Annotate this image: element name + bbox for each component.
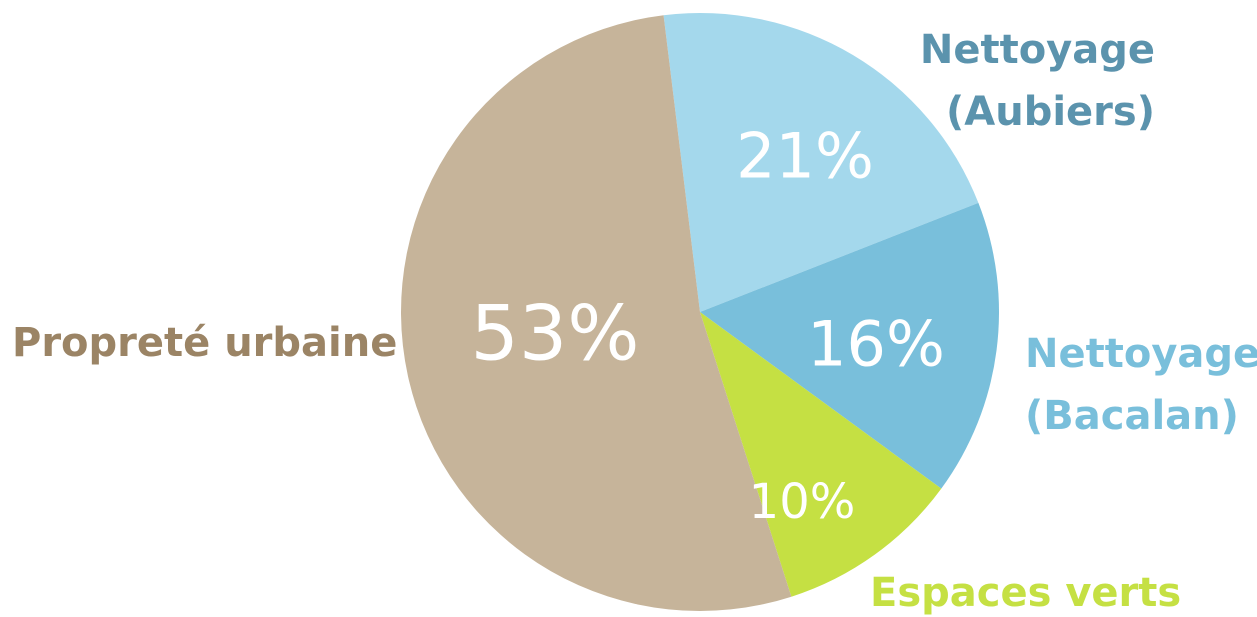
- slice-value-label-2: 10%: [749, 474, 856, 530]
- pie-slice-1: [700, 202, 1000, 489]
- slice-category-label-line: Espaces verts: [870, 570, 1181, 616]
- slice-value-label-0: 21%: [736, 120, 874, 193]
- pie-slice-3: [401, 15, 792, 612]
- slice-category-label-1: Nettoyage (Bacalan): [1025, 331, 1257, 439]
- slice-value-label-1: 16%: [807, 308, 945, 381]
- slice-category-label-line: Nettoyage: [1025, 331, 1257, 377]
- slice-category-label-line: (Bacalan): [1025, 393, 1239, 439]
- slice-category-label-line: Propreté urbaine: [12, 320, 397, 366]
- pie-value-labels: 21% 16% 10% 53%: [471, 120, 945, 531]
- pie-category-labels: Nettoyage (Aubiers) Nettoyage (Bacalan) Espa…: [12, 27, 1257, 616]
- slice-category-label-3: Propreté urbaine: [12, 320, 397, 366]
- slice-category-label-0: Nettoyage (Aubiers): [920, 27, 1155, 135]
- slice-category-label-line: Nettoyage: [920, 27, 1155, 73]
- slice-category-label-line: (Aubiers): [946, 89, 1155, 135]
- pie-slices: [401, 13, 1000, 612]
- slice-category-label-2: Espaces verts: [870, 570, 1181, 616]
- pie-slice-0: [663, 13, 979, 313]
- slice-value-label-3: 53%: [471, 289, 640, 378]
- pie-slice-2: [700, 312, 942, 597]
